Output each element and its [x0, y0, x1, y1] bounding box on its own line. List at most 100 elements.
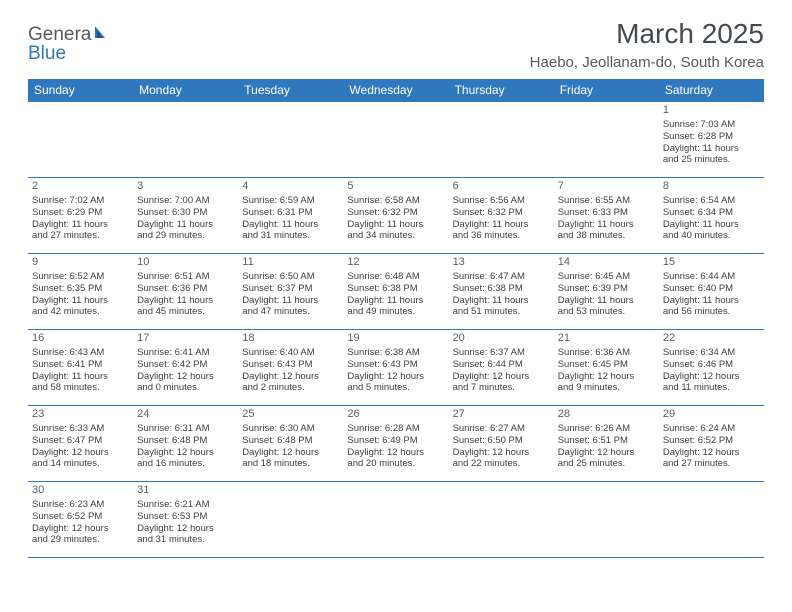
cell-line: Sunrise: 7:00 AM [137, 195, 234, 207]
calendar-cell: 4Sunrise: 6:59 AMSunset: 6:31 PMDaylight… [238, 178, 343, 254]
cell-line: Daylight: 12 hours [558, 447, 655, 459]
day-number: 16 [32, 332, 129, 346]
cell-line: Daylight: 12 hours [242, 447, 339, 459]
cell-line: and 29 minutes. [32, 534, 129, 546]
cell-line: Sunset: 6:30 PM [137, 207, 234, 219]
cell-line: and 29 minutes. [137, 230, 234, 242]
cell-line: Daylight: 11 hours [663, 219, 760, 231]
calendar-cell: 19Sunrise: 6:38 AMSunset: 6:43 PMDayligh… [343, 330, 448, 406]
day-header: Tuesday [238, 79, 343, 102]
cell-line: Sunset: 6:43 PM [242, 359, 339, 371]
cell-line: Sunset: 6:29 PM [32, 207, 129, 219]
cell-line: Daylight: 11 hours [453, 219, 550, 231]
cell-line: and 27 minutes. [32, 230, 129, 242]
calendar-cell: 28Sunrise: 6:26 AMSunset: 6:51 PMDayligh… [554, 406, 659, 482]
cell-line: Daylight: 12 hours [347, 371, 444, 383]
cell-line: Daylight: 12 hours [663, 447, 760, 459]
calendar-cell: 17Sunrise: 6:41 AMSunset: 6:42 PMDayligh… [133, 330, 238, 406]
day-number: 5 [347, 180, 444, 194]
calendar-week-row: 23Sunrise: 6:33 AMSunset: 6:47 PMDayligh… [28, 406, 764, 482]
cell-line: and 7 minutes. [453, 382, 550, 394]
cell-line: Daylight: 11 hours [137, 295, 234, 307]
cell-line: Sunrise: 6:24 AM [663, 423, 760, 435]
header: GeneraBlue March 2025 Haebo, Jeollanam-d… [28, 18, 764, 71]
day-header: Saturday [659, 79, 764, 102]
calendar-cell: 29Sunrise: 6:24 AMSunset: 6:52 PMDayligh… [659, 406, 764, 482]
cell-line: Sunrise: 6:27 AM [453, 423, 550, 435]
cell-line: Daylight: 12 hours [137, 371, 234, 383]
day-number: 10 [137, 256, 234, 270]
calendar-cell [343, 102, 448, 178]
calendar-week-row: 1Sunrise: 7:03 AMSunset: 6:28 PMDaylight… [28, 102, 764, 178]
cell-line: Sunrise: 6:47 AM [453, 271, 550, 283]
cell-line: Sunset: 6:35 PM [32, 283, 129, 295]
page-title: March 2025 [530, 18, 764, 50]
cell-line: Sunset: 6:47 PM [32, 435, 129, 447]
cell-line: Sunset: 6:32 PM [453, 207, 550, 219]
cell-line: and 27 minutes. [663, 458, 760, 470]
cell-line: and 0 minutes. [137, 382, 234, 394]
cell-line: Daylight: 11 hours [32, 295, 129, 307]
cell-line: Sunrise: 6:30 AM [242, 423, 339, 435]
calendar-week-row: 16Sunrise: 6:43 AMSunset: 6:41 PMDayligh… [28, 330, 764, 406]
calendar-cell: 24Sunrise: 6:31 AMSunset: 6:48 PMDayligh… [133, 406, 238, 482]
cell-line: Sunset: 6:43 PM [347, 359, 444, 371]
cell-line: Sunrise: 6:38 AM [347, 347, 444, 359]
day-number: 15 [663, 256, 760, 270]
cell-line: and 9 minutes. [558, 382, 655, 394]
calendar-cell [133, 102, 238, 178]
cell-line: and 31 minutes. [137, 534, 234, 546]
cell-line: Sunset: 6:38 PM [347, 283, 444, 295]
calendar-cell [554, 482, 659, 558]
logo-sail-icon [93, 24, 109, 44]
cell-line: Daylight: 11 hours [453, 295, 550, 307]
day-number: 19 [347, 332, 444, 346]
cell-line: and 45 minutes. [137, 306, 234, 318]
cell-line: Sunset: 6:49 PM [347, 435, 444, 447]
cell-line: Sunrise: 6:28 AM [347, 423, 444, 435]
cell-line: Sunrise: 6:45 AM [558, 271, 655, 283]
day-header: Friday [554, 79, 659, 102]
cell-line: Sunset: 6:40 PM [663, 283, 760, 295]
calendar-cell [659, 482, 764, 558]
day-number: 4 [242, 180, 339, 194]
cell-line: Sunrise: 6:36 AM [558, 347, 655, 359]
day-number: 1 [663, 104, 760, 118]
cell-line: Sunrise: 6:59 AM [242, 195, 339, 207]
calendar-cell: 10Sunrise: 6:51 AMSunset: 6:36 PMDayligh… [133, 254, 238, 330]
cell-line: Daylight: 12 hours [32, 523, 129, 535]
day-header: Wednesday [343, 79, 448, 102]
day-number: 23 [32, 408, 129, 422]
cell-line: and 56 minutes. [663, 306, 760, 318]
cell-line: Daylight: 12 hours [137, 523, 234, 535]
day-number: 11 [242, 256, 339, 270]
calendar-cell: 15Sunrise: 6:44 AMSunset: 6:40 PMDayligh… [659, 254, 764, 330]
title-block: March 2025 Haebo, Jeollanam-do, South Ko… [530, 18, 764, 71]
calendar-cell: 21Sunrise: 6:36 AMSunset: 6:45 PMDayligh… [554, 330, 659, 406]
cell-line: Sunrise: 6:40 AM [242, 347, 339, 359]
day-number: 30 [32, 484, 129, 498]
cell-line: Sunset: 6:41 PM [32, 359, 129, 371]
cell-line: Daylight: 11 hours [242, 219, 339, 231]
cell-line: Sunset: 6:50 PM [453, 435, 550, 447]
cell-line: and 53 minutes. [558, 306, 655, 318]
cell-line: Sunrise: 6:51 AM [137, 271, 234, 283]
cell-line: and 47 minutes. [242, 306, 339, 318]
cell-line: Sunrise: 6:41 AM [137, 347, 234, 359]
cell-line: Daylight: 12 hours [137, 447, 234, 459]
cell-line: Sunset: 6:37 PM [242, 283, 339, 295]
cell-line: and 40 minutes. [663, 230, 760, 242]
calendar-cell: 13Sunrise: 6:47 AMSunset: 6:38 PMDayligh… [449, 254, 554, 330]
calendar-cell: 1Sunrise: 7:03 AMSunset: 6:28 PMDaylight… [659, 102, 764, 178]
cell-line: Daylight: 12 hours [242, 371, 339, 383]
day-number: 17 [137, 332, 234, 346]
calendar-cell [449, 102, 554, 178]
cell-line: Daylight: 11 hours [663, 143, 760, 155]
cell-line: Daylight: 12 hours [558, 371, 655, 383]
cell-line: Sunrise: 6:23 AM [32, 499, 129, 511]
cell-line: Sunset: 6:31 PM [242, 207, 339, 219]
calendar-cell [238, 102, 343, 178]
cell-line: Sunset: 6:51 PM [558, 435, 655, 447]
calendar-cell: 20Sunrise: 6:37 AMSunset: 6:44 PMDayligh… [449, 330, 554, 406]
cell-line: Daylight: 12 hours [453, 447, 550, 459]
